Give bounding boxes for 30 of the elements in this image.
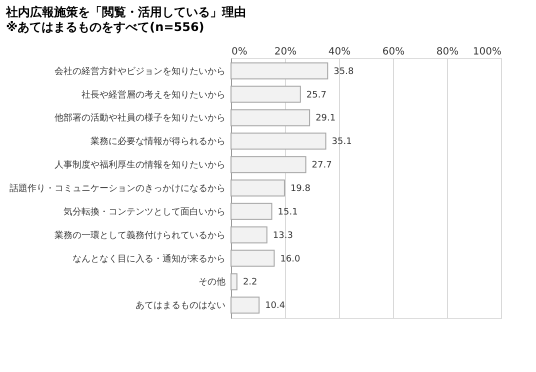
text: ※あてはまるものをすべて(n=556): [6, 20, 204, 34]
x-tick-label: 40%: [328, 46, 351, 58]
y-tick-label: 会社の経営方針やビジョンを知りたいから: [54, 66, 226, 77]
y-tick-label: 人事制度や福利厚生の情報を知りたいから: [54, 160, 226, 171]
x-tick-label: 0%: [232, 46, 248, 58]
x-tick-label: 60%: [382, 46, 405, 58]
data-label: 15.1: [278, 207, 298, 218]
data-label: 13.3: [272, 230, 293, 241]
text: 社内広報施策を「閲覧・活用している」理由: [5, 5, 246, 19]
data-label: 35.1: [332, 137, 352, 148]
y-tick-label: 業務に必要な情報が得られるから: [90, 136, 226, 148]
y-tick-label: 社長や経営層の考えを知りたいから: [82, 89, 226, 100]
x-tick-label: 20%: [274, 46, 297, 58]
y-tick-label: その他: [198, 276, 226, 288]
data-label: 10.4: [265, 301, 286, 312]
data-label: 29.1: [316, 114, 336, 124]
data-label: 27.7: [312, 160, 332, 171]
data-label: 25.7: [306, 90, 326, 100]
data-label: 2.2: [242, 278, 258, 288]
data-label: 16.0: [280, 254, 301, 264]
data-label: 19.8: [290, 184, 311, 194]
y-tick-label: あてはまるものはない: [136, 301, 226, 312]
x-tick-label: 80%: [436, 46, 459, 58]
y-tick-label: 他部署の活動や社員の様子を知りたいから: [54, 112, 226, 124]
y-tick-label: 業務の一環として義務付けられているから: [54, 230, 226, 241]
y-tick-label: 話題作り・コミュニケーションのきっかけになるから: [10, 183, 226, 194]
x-tick-label: 100%: [472, 46, 502, 58]
y-tick-label: なんとなく目に入る・通知が来るから: [72, 253, 226, 264]
data-label: 35.8: [334, 66, 354, 77]
y-tick-label: 気分転換・コンテンツとして面白いから: [64, 206, 226, 218]
